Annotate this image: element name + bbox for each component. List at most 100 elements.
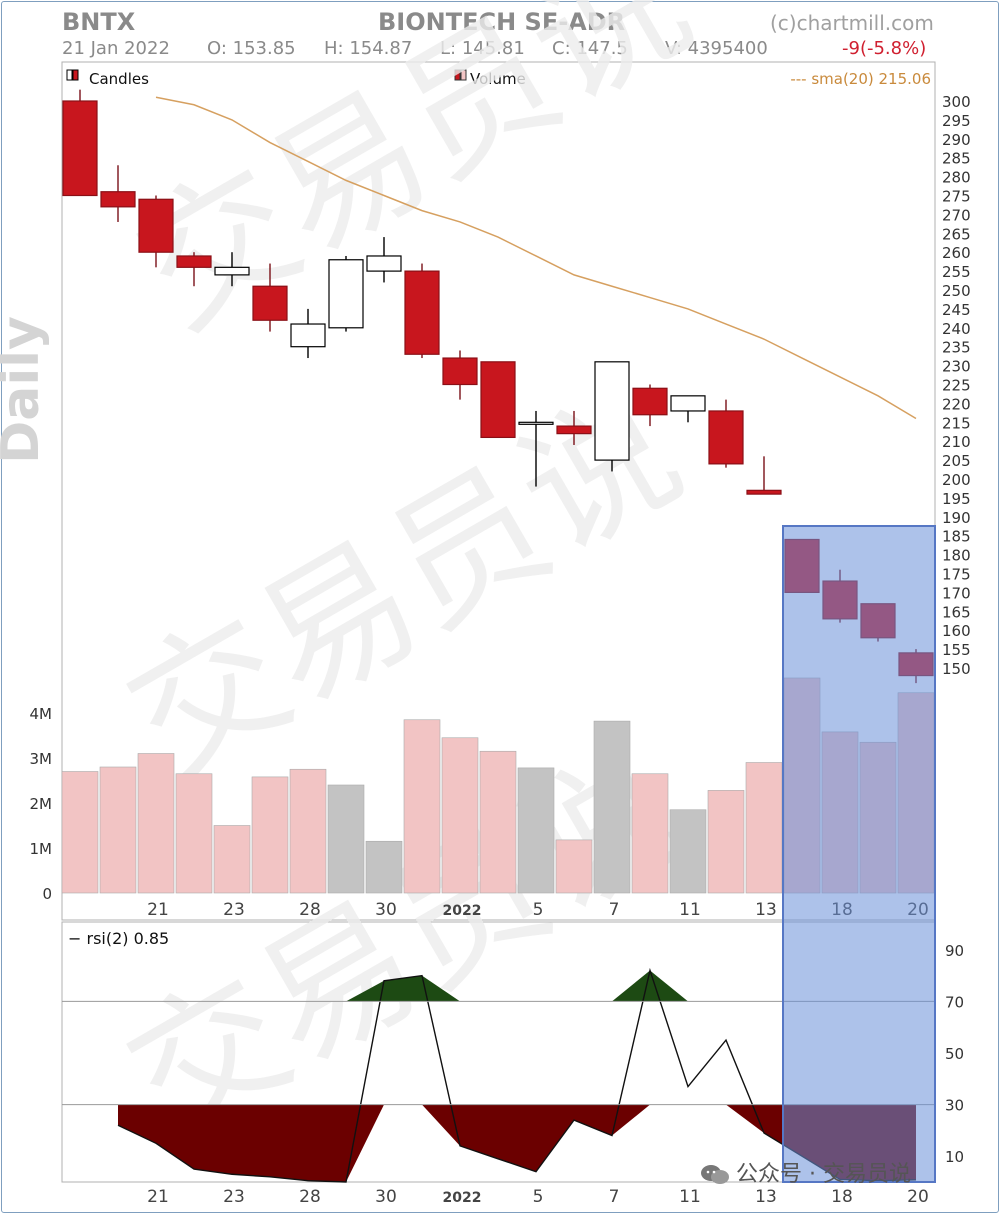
candle-body [100, 191, 136, 208]
candle-body [214, 266, 250, 276]
sma-line [155, 96, 917, 420]
rsi-legend: − rsi(2) 0.85 [68, 929, 169, 948]
volume-bar [289, 768, 327, 894]
x-tick-label: 2022 [443, 903, 482, 919]
candle-body [442, 357, 478, 386]
legend-volume-icon [454, 69, 461, 81]
candle-body [480, 361, 516, 439]
x-tick-label: 5 [533, 900, 544, 920]
volume-tick-label: 4M [30, 705, 53, 723]
volume-bar [175, 773, 213, 894]
price-tick-label: 150 [942, 660, 971, 678]
company-name: BIONTECH SE-ADR [378, 8, 626, 36]
volume-tick-label: 1M [30, 840, 53, 858]
candle-body [328, 259, 364, 329]
quote-low: L: 145.81 [440, 38, 525, 59]
x-tick-label: 2022 [443, 1190, 482, 1206]
price-tick-label: 205 [942, 452, 971, 470]
legend-candles-label: Candles [89, 70, 149, 88]
volume-bar [365, 840, 403, 894]
price-tick-label: 155 [942, 641, 971, 659]
price-tick-label: 240 [942, 320, 971, 338]
volume-tick-label: 0 [42, 885, 52, 903]
price-tick-label: 195 [942, 490, 971, 508]
sma-polyline [155, 96, 917, 420]
legend-candle-up-icon [66, 69, 73, 81]
volume-bar [593, 720, 631, 894]
price-tick-label: 175 [942, 566, 971, 584]
volume-bar [137, 753, 175, 894]
x-tick-label: 18 [831, 1187, 853, 1207]
price-tick-label: 185 [942, 528, 971, 546]
quote-change: -9(-5.8%) [842, 38, 927, 59]
volume-bar [517, 767, 555, 894]
legend-volume-label: Volume [470, 70, 526, 88]
volume-bar [555, 839, 593, 894]
legend-volume[interactable]: Volume [454, 69, 526, 88]
candle-body [404, 270, 440, 355]
candle-body [290, 323, 326, 348]
price-tick-label: 300 [942, 93, 971, 111]
x-tick-label: 30 [375, 1187, 397, 1207]
x-tick-label: 13 [755, 900, 777, 920]
price-tick-label: 260 [942, 244, 971, 262]
ticker-symbol: BNTX [62, 8, 136, 36]
quote-date: 21 Jan 2022 [62, 38, 170, 59]
price-tick-label: 295 [942, 112, 971, 130]
candlesticks [62, 89, 934, 684]
x-tick-label: 21 [147, 1187, 169, 1207]
candle-body [746, 489, 782, 495]
price-tick-label: 180 [942, 547, 971, 565]
volume-bar [631, 773, 669, 894]
volume-bar [479, 750, 517, 894]
x-tick-label: 20 [907, 1187, 929, 1207]
x-tick-label: 30 [375, 900, 397, 920]
legend-candle-down-icon [72, 69, 79, 81]
x-tick-label: 23 [223, 900, 245, 920]
price-tick-label: 225 [942, 377, 971, 395]
price-tick-label: 285 [942, 150, 971, 168]
x-axis-rsi: 21 23 28 30 2022 5 7 11 13 18 20 [147, 1187, 929, 1207]
price-tick-label: 165 [942, 603, 971, 621]
x-tick-label: 23 [223, 1187, 245, 1207]
volume-axis: 0 1M 2M 3M 4M [30, 705, 53, 903]
volume-bar [707, 790, 745, 894]
candle-body [252, 285, 288, 321]
x-tick-label: 28 [299, 900, 321, 920]
quote-open: O: 153.85 [207, 38, 296, 59]
highlight-box [782, 525, 936, 1183]
quote-high: H: 154.87 [324, 38, 413, 59]
price-tick-label: 275 [942, 188, 971, 206]
candle-body [138, 198, 174, 253]
rsi-tick-label: 30 [945, 1097, 964, 1115]
volume-tick-label: 3M [30, 750, 53, 768]
footer-text: 公众号 · 交易员说 [736, 1162, 911, 1187]
x-tick-label: 7 [609, 1187, 620, 1207]
brand-label[interactable]: (c)chartmill.com [770, 11, 934, 35]
price-tick-label: 210 [942, 433, 971, 451]
candle-body [366, 255, 402, 272]
price-tick-label: 230 [942, 358, 971, 376]
rsi-legend-label: rsi(2) 0.85 [87, 929, 170, 948]
volume-bar [745, 762, 783, 894]
price-tick-label: 270 [942, 206, 971, 224]
candle-body [594, 361, 630, 461]
candle-body [62, 100, 98, 197]
candle-body [632, 387, 668, 416]
x-tick-label: 13 [755, 1187, 777, 1207]
rsi-legend-dash: − [68, 929, 87, 948]
price-axis: 1501551601651701751801851901952002052102… [942, 93, 971, 678]
legend-sma-label[interactable]: --- sma(20) 215.06 [790, 70, 931, 88]
price-tick-label: 220 [942, 395, 971, 413]
candle-body [708, 410, 744, 465]
volume-bar [213, 825, 251, 894]
price-tick-label: 170 [942, 584, 971, 602]
price-panel-frame [61, 61, 936, 921]
price-tick-label: 160 [942, 622, 971, 640]
x-tick-label: 11 [679, 900, 701, 920]
volume-tick-label: 2M [30, 795, 53, 813]
rsi-tick-label: 90 [945, 942, 964, 960]
legend-candles[interactable]: Candles [66, 69, 149, 88]
price-tick-label: 245 [942, 301, 971, 319]
rsi-tick-label: 10 [945, 1148, 964, 1166]
